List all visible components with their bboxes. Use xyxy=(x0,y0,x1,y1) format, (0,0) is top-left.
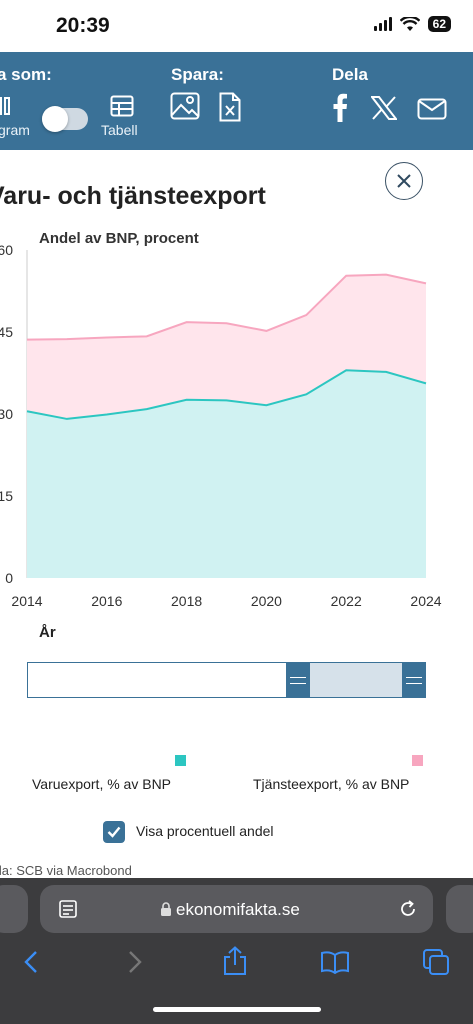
y-tick-label: 30 xyxy=(0,406,13,422)
close-icon xyxy=(397,174,411,188)
view-toggle-knob xyxy=(42,106,68,132)
tabs-icon[interactable] xyxy=(422,948,450,976)
x-tick-label: 2014 xyxy=(11,593,42,609)
series-line-0 xyxy=(26,369,427,420)
checkmark-icon xyxy=(107,826,121,838)
percent-share-label[interactable]: Visa procentuell andel xyxy=(136,823,274,839)
status-time: 20:39 xyxy=(56,14,110,37)
mail-icon[interactable] xyxy=(417,98,447,120)
reader-mode-icon[interactable] xyxy=(59,900,77,918)
diagram-label[interactable]: gram xyxy=(0,122,30,138)
previous-tab-pill[interactable] xyxy=(0,885,28,933)
legend-swatch-tjansteexport xyxy=(412,755,423,766)
x-tick-label: 2020 xyxy=(251,593,282,609)
navigator-right-handle[interactable] xyxy=(402,663,426,697)
area-chart: 0 15 30 45 60 2014 2016 2018 2020 2022 2024 xyxy=(0,242,442,609)
save-title: Spara: xyxy=(171,65,224,84)
view-toggle[interactable] xyxy=(42,106,88,132)
series-line-1 xyxy=(26,273,427,341)
source-text: lla: SCB via Macrobond xyxy=(0,863,132,878)
x-tick-label: 2018 xyxy=(171,593,202,609)
forward-icon[interactable] xyxy=(126,950,144,974)
percent-share-checkbox[interactable] xyxy=(103,821,125,843)
chart-toolbar: a som: Spara: Dela gram Tabell xyxy=(0,52,473,150)
bar-chart-icon[interactable] xyxy=(0,95,14,117)
lock-icon xyxy=(161,902,171,916)
chart-title: Varu- och tjänsteexport xyxy=(0,182,266,210)
legend-item-tjansteexport[interactable]: Tjänsteexport, % av BNP xyxy=(253,776,410,792)
reload-icon[interactable] xyxy=(398,899,418,919)
url-text[interactable]: ekonomifakta.se xyxy=(176,900,300,919)
y-tick-label: 0 xyxy=(5,570,13,586)
address-bar[interactable] xyxy=(40,885,433,933)
next-tab-pill[interactable] xyxy=(446,885,473,933)
x-twitter-icon[interactable] xyxy=(371,96,397,120)
status-icons: 62 xyxy=(373,16,451,32)
y-tick-label: 15 xyxy=(0,488,13,504)
image-icon[interactable] xyxy=(170,92,200,120)
x-tick-label: 2016 xyxy=(91,593,122,609)
y-tick-label: 45 xyxy=(0,324,13,340)
battery-icon: 62 xyxy=(427,16,451,32)
home-indicator xyxy=(153,1007,321,1012)
x-tick-label: 2024 xyxy=(410,593,441,609)
chart-subtitle: Andel av BNP, procent xyxy=(39,230,199,247)
navigator-left-handle[interactable] xyxy=(286,663,310,697)
x-tick-label: 2022 xyxy=(331,593,362,609)
area-1 xyxy=(27,274,426,419)
share-title: Dela xyxy=(332,65,368,84)
x-axis-label: År xyxy=(39,624,56,641)
facebook-icon[interactable] xyxy=(332,92,348,122)
wifi-icon xyxy=(399,16,420,31)
legend-swatch-varuexport xyxy=(175,755,186,766)
show-as-title: a som: xyxy=(0,65,52,84)
range-navigator[interactable] xyxy=(27,662,426,698)
legend-item-varuexport[interactable]: Varuexport, % av BNP xyxy=(32,776,172,792)
bookmarks-icon[interactable] xyxy=(320,950,350,974)
y-tick-label: 60 xyxy=(0,242,13,258)
share-icon[interactable] xyxy=(222,946,248,976)
cellular-signal-icon xyxy=(373,17,392,31)
table-label[interactable]: Tabell xyxy=(101,122,138,138)
close-button[interactable] xyxy=(385,162,423,200)
back-icon[interactable] xyxy=(22,950,40,974)
table-icon[interactable] xyxy=(110,95,134,117)
excel-file-icon[interactable] xyxy=(219,92,241,122)
area-0 xyxy=(27,370,426,578)
